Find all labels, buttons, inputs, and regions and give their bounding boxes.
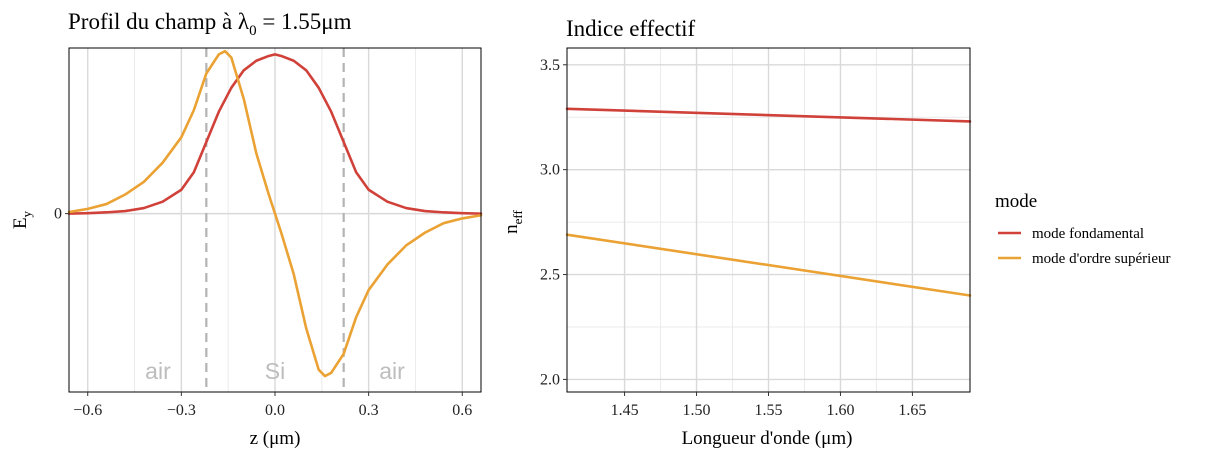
series-line — [67, 49, 483, 378]
series-line — [67, 53, 483, 215]
legend-items: mode fondamental mode d'ordre supérieur — [998, 226, 1171, 267]
right-grid — [567, 48, 970, 392]
right-series — [565, 107, 972, 297]
right-y-label: neff — [501, 209, 525, 233]
y-tick-label: 2.0 — [540, 371, 560, 388]
region-label: air — [379, 358, 405, 384]
x-tick-label: 0.3 — [359, 402, 379, 419]
x-tick-label: 1.55 — [755, 402, 783, 419]
x-tick-label: 1.45 — [611, 402, 639, 419]
y-tick-label: 3.0 — [540, 162, 560, 179]
legend-label: mode d'ordre supérieur — [1032, 251, 1171, 267]
series-line — [565, 233, 972, 297]
field-profile-panel: Profil du champ à λ0 = 1.55μm air Si air −… — [10, 9, 483, 449]
y-tick-label: 3.5 — [540, 57, 560, 74]
x-tick-label: 1.65 — [898, 402, 926, 419]
right-axis-ticks: 1.45 1.50 1.55 1.60 1.65 2.0 2.5 3.0 3.5 — [540, 57, 926, 419]
left-series — [67, 49, 483, 378]
left-axis-ticks: −0.6 −0.3 0.0 0.3 0.6 0 — [54, 206, 472, 419]
x-tick-label: 1.50 — [683, 402, 711, 419]
region-labels: air Si air — [145, 358, 405, 384]
left-y-label: Ey — [10, 210, 34, 229]
y-tick-label: 0 — [54, 206, 62, 223]
legend-label: mode fondamental — [1032, 226, 1144, 242]
y-tick-label: 2.5 — [540, 267, 560, 284]
right-title: Indice effectif — [566, 16, 696, 41]
legend-title: mode — [995, 191, 1037, 212]
left-x-label: z (μm) — [250, 428, 301, 449]
region-boundaries — [205, 48, 345, 392]
effective-index-panel: Indice effectif 1.45 1.50 1.55 1.60 1.65 2.0 2… — [501, 16, 972, 449]
region-label: Si — [265, 358, 285, 384]
series-line — [565, 107, 972, 123]
left-title: Profil du champ à λ0 = 1.55μm — [68, 9, 352, 39]
region-label: air — [145, 358, 171, 384]
x-tick-label: −0.6 — [73, 402, 102, 419]
left-grid — [69, 48, 481, 392]
right-x-label: Longueur d'onde (μm) — [682, 428, 853, 449]
legend: mode mode fondamental mode d'ordre supéri… — [995, 191, 1171, 267]
x-tick-label: −0.3 — [167, 402, 196, 419]
x-tick-label: 0.0 — [265, 402, 285, 419]
x-tick-label: 1.60 — [826, 402, 854, 419]
x-tick-label: 0.6 — [452, 402, 472, 419]
